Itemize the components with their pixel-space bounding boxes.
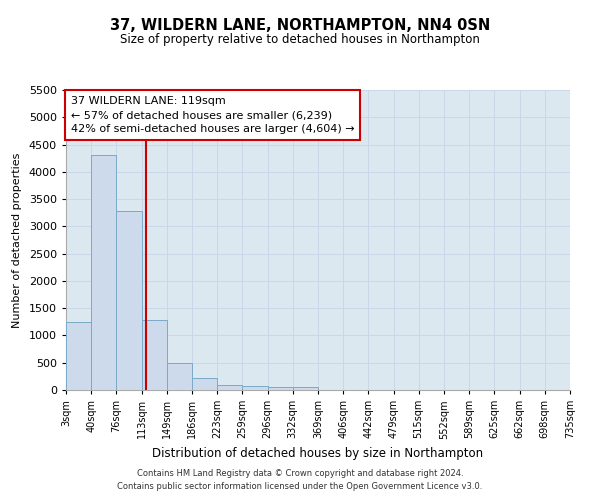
- Bar: [192, 378, 217, 390]
- Text: Contains public sector information licensed under the Open Government Licence v3: Contains public sector information licen…: [118, 482, 482, 491]
- Bar: [167, 364, 192, 390]
- Bar: [116, 211, 142, 390]
- Text: Size of property relative to detached houses in Northampton: Size of property relative to detached ho…: [120, 32, 480, 46]
- Bar: [142, 320, 167, 390]
- Bar: [293, 387, 318, 390]
- Bar: [217, 385, 242, 390]
- Bar: [66, 322, 91, 390]
- Bar: [242, 386, 268, 390]
- Text: 37 WILDERN LANE: 119sqm
← 57% of detached houses are smaller (6,239)
42% of semi: 37 WILDERN LANE: 119sqm ← 57% of detache…: [71, 96, 355, 134]
- Bar: [91, 156, 116, 390]
- Text: Contains HM Land Registry data © Crown copyright and database right 2024.: Contains HM Land Registry data © Crown c…: [137, 468, 463, 477]
- Bar: [268, 387, 293, 390]
- Y-axis label: Number of detached properties: Number of detached properties: [12, 152, 22, 328]
- Text: 37, WILDERN LANE, NORTHAMPTON, NN4 0SN: 37, WILDERN LANE, NORTHAMPTON, NN4 0SN: [110, 18, 490, 32]
- X-axis label: Distribution of detached houses by size in Northampton: Distribution of detached houses by size …: [152, 447, 484, 460]
